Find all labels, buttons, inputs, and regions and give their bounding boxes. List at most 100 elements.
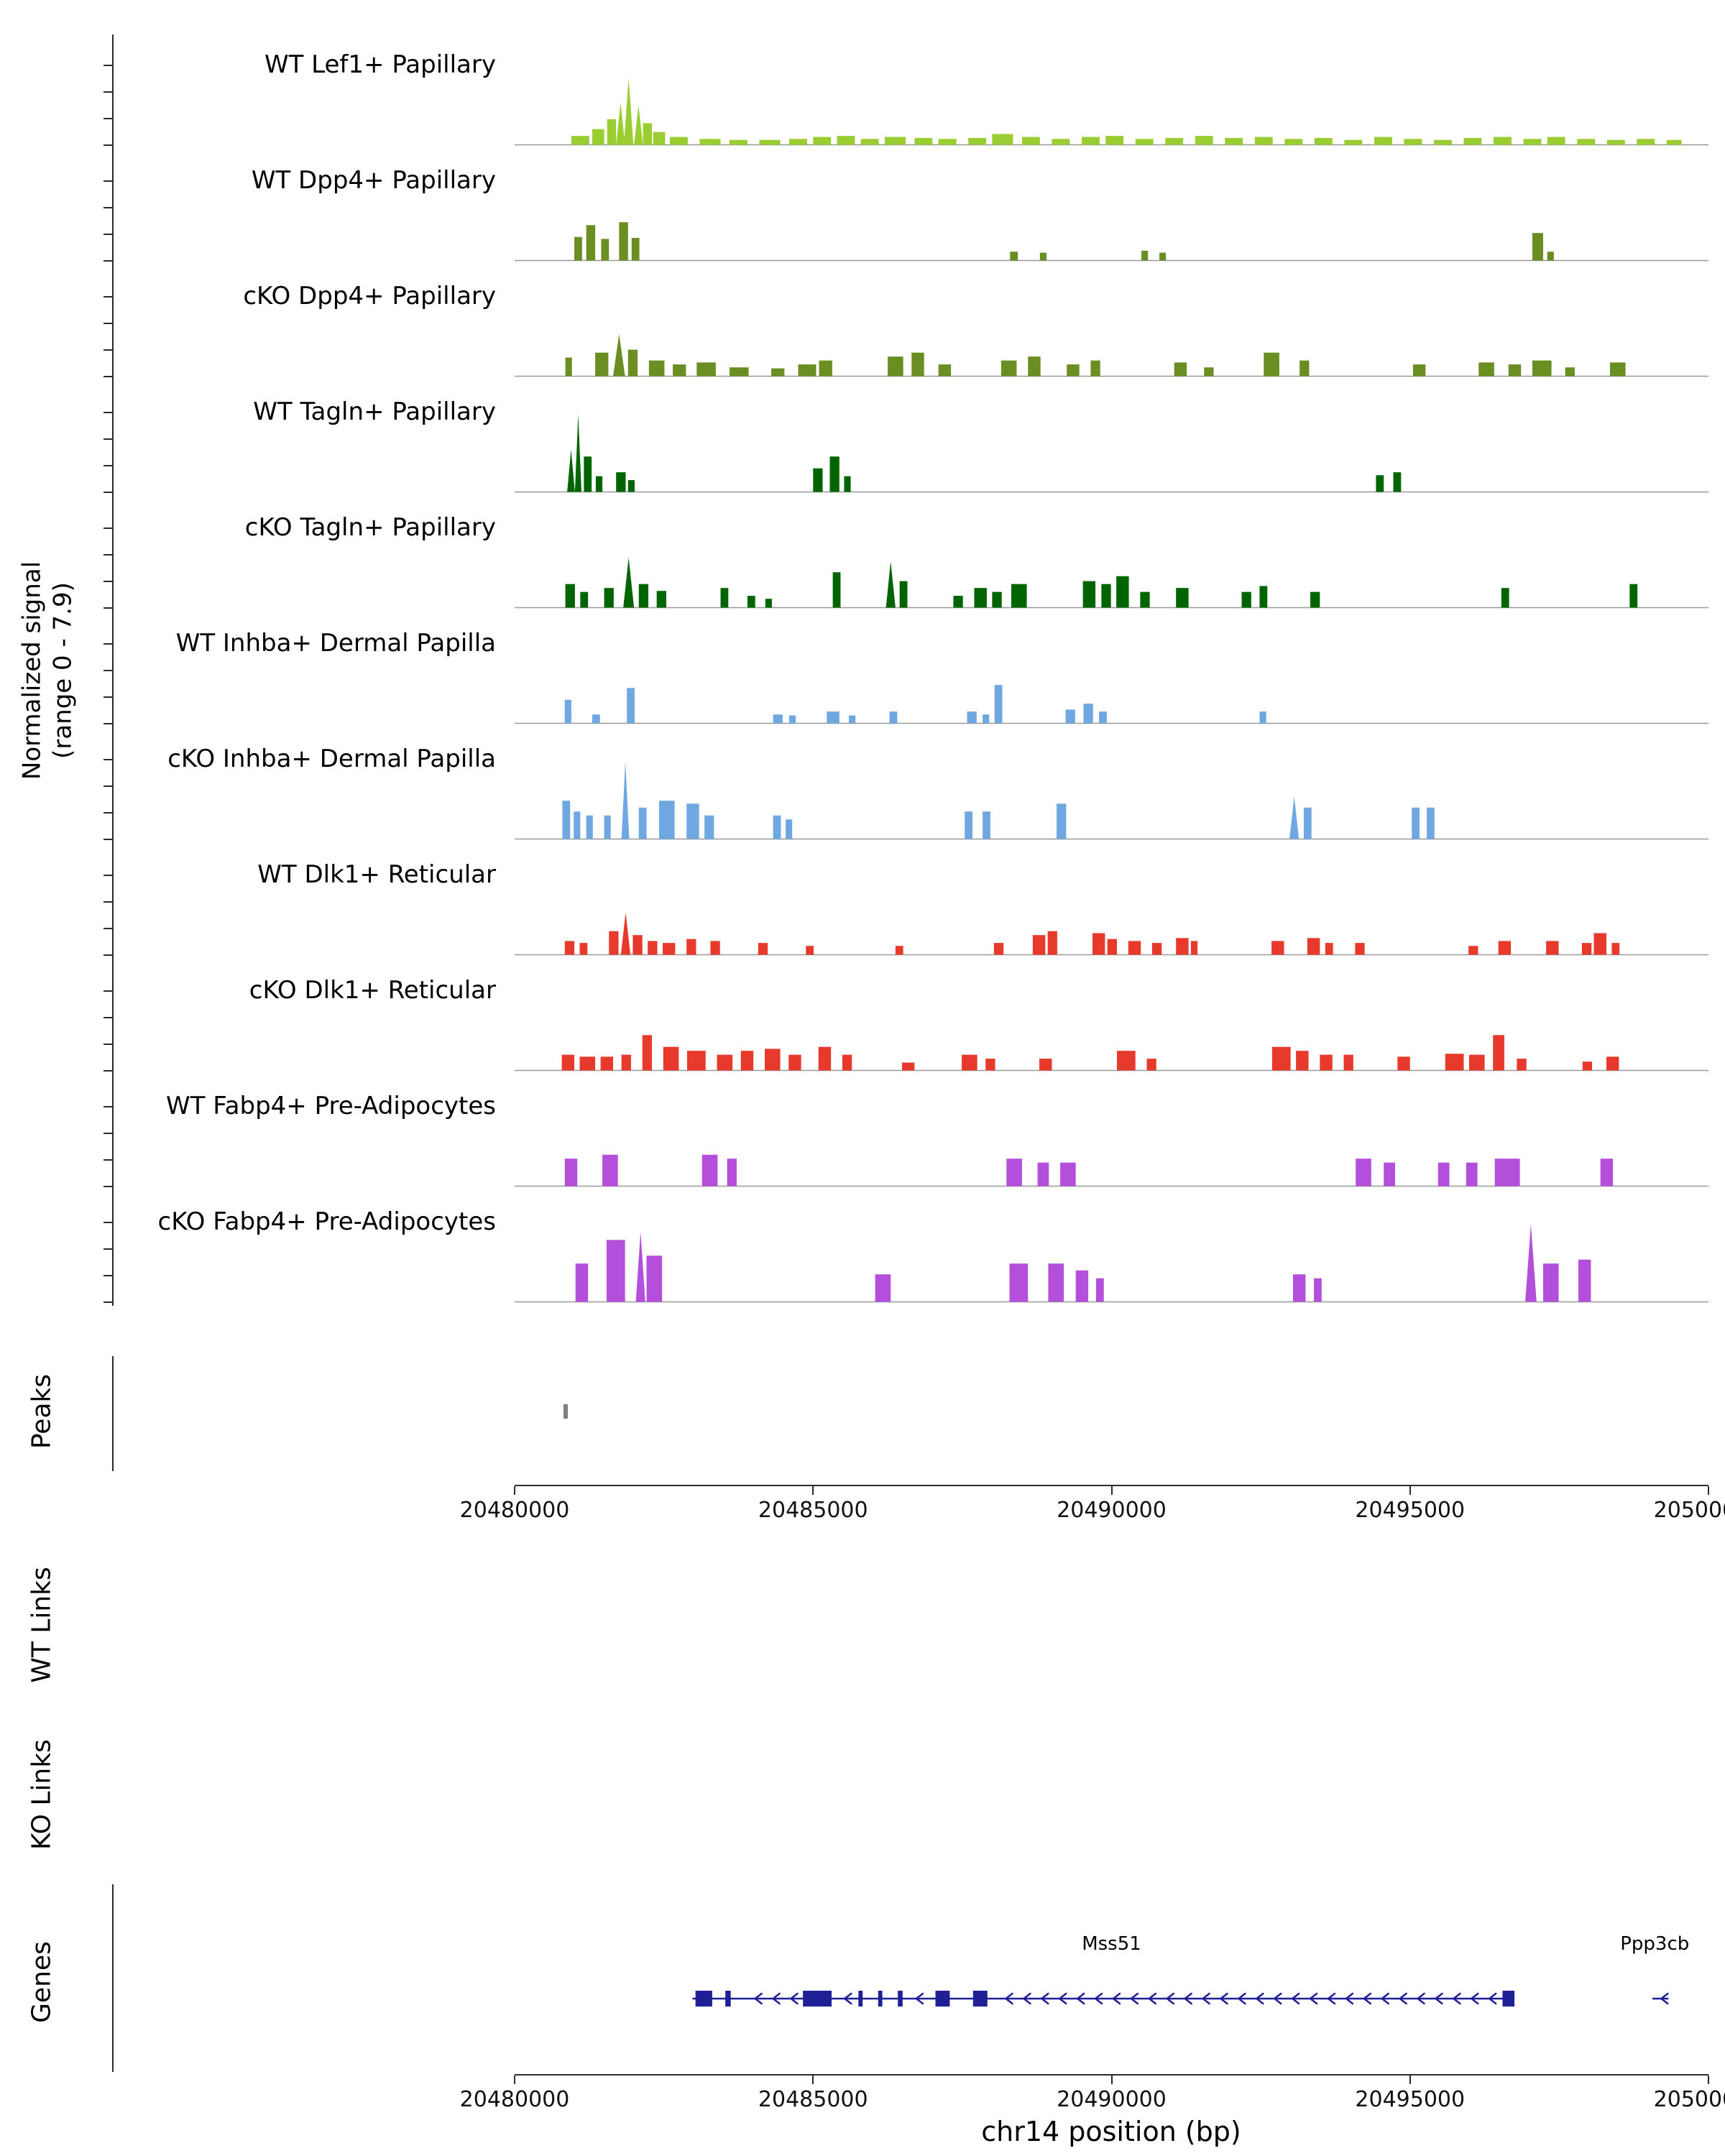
signal-bar — [1092, 933, 1105, 955]
signal-track-row: cKO Fabp4+ Pre-Adipocytes — [0, 1192, 1725, 1307]
signal-bar — [696, 362, 716, 377]
signal-bar — [1006, 1158, 1022, 1187]
signal-area — [515, 1035, 1708, 1072]
signal-bar — [643, 123, 653, 145]
gene-strand-arrow — [1201, 1992, 1210, 2005]
track-label: WT Dlk1+ Reticular — [257, 860, 496, 889]
y-axis-tick — [104, 954, 112, 956]
track-label: WT Dpp4+ Papillary — [251, 166, 496, 195]
y-axis-tick — [104, 875, 112, 876]
signal-bar — [1065, 709, 1075, 724]
signal-bar — [837, 136, 855, 145]
gene-strand-arrow — [1344, 1992, 1354, 2005]
signal-bar — [983, 714, 990, 724]
gene-strand-arrow — [914, 1992, 924, 2005]
genes-section-bracket — [112, 1884, 114, 2072]
signal-bar — [771, 368, 785, 377]
axis-tick-label: 20500000 — [1653, 2087, 1725, 2112]
gene-strand-arrow — [1219, 1992, 1228, 2005]
y-axis-tick — [104, 1302, 112, 1303]
signal-bar — [1578, 1259, 1591, 1302]
signal-bar — [1546, 941, 1559, 955]
axis-tick — [1708, 2076, 1709, 2084]
signal-bar — [765, 599, 772, 608]
signal-bar — [686, 939, 696, 955]
track-label: cKO Inhba+ Dermal Papilla — [167, 745, 496, 773]
signal-bar — [1151, 943, 1162, 955]
gene-strand-arrow — [1291, 1992, 1300, 2005]
signal-bar — [1393, 472, 1402, 492]
signal-bar — [819, 360, 832, 377]
axis-tick-label: 20500000 — [1653, 1498, 1725, 1523]
signal-bar — [1284, 139, 1303, 145]
gene-strand-arrow — [1040, 1992, 1049, 2005]
signal-bar — [983, 811, 990, 839]
signal-bar — [1128, 941, 1141, 955]
signal-bar — [1609, 362, 1626, 377]
signal-bar — [1468, 1054, 1485, 1071]
signal-bar — [1376, 475, 1384, 492]
signal-bar — [1140, 591, 1150, 608]
signal-bar — [1090, 360, 1100, 377]
signal-bar — [789, 715, 796, 724]
signal-bar — [967, 711, 977, 724]
y-axis-tick — [104, 207, 112, 208]
signal-bar — [1629, 584, 1638, 608]
signal-bar — [938, 139, 957, 145]
y-axis-tick — [104, 1070, 112, 1072]
signal-bar — [1067, 364, 1080, 377]
signal-bar — [1593, 933, 1606, 955]
signal-bar — [968, 137, 987, 145]
y-axis-tick — [104, 234, 112, 235]
y-axis-tick — [104, 180, 112, 182]
signal-bar — [1637, 139, 1655, 145]
signal-track-row: WT Dlk1+ Reticular — [0, 844, 1725, 960]
signal-bar — [1303, 807, 1312, 839]
signal-bar — [1581, 943, 1592, 955]
y-axis-tick — [104, 349, 112, 351]
y-axis-tick — [104, 438, 112, 440]
signal-bar — [1320, 1054, 1333, 1071]
signal-bar — [773, 815, 781, 839]
signal-bar — [574, 236, 582, 261]
wt-links-section-label: WT Links — [27, 1567, 57, 1683]
signal-bar — [638, 807, 647, 839]
signal-area — [515, 222, 1708, 262]
signal-bar — [1300, 360, 1310, 377]
signal-bar — [888, 356, 903, 377]
axis-tick — [1409, 2076, 1411, 2084]
signal-bar — [673, 364, 686, 377]
gene-strand-arrow — [771, 1992, 781, 2005]
signal-bar — [1532, 360, 1552, 377]
signal-bar — [1116, 576, 1129, 608]
signal-bar — [849, 715, 856, 724]
signal-bar — [1105, 136, 1124, 145]
signal-bar — [1463, 137, 1482, 145]
signal-area — [515, 557, 1708, 609]
signal-bar — [1397, 1056, 1410, 1071]
signal-bar — [1404, 139, 1422, 145]
signal-bar — [1466, 1162, 1478, 1187]
signal-bar — [884, 137, 906, 145]
signal-bar — [818, 1046, 832, 1071]
signal-bar — [1204, 367, 1214, 377]
y-axis-tick — [104, 323, 112, 324]
signal-bar — [1259, 711, 1266, 724]
signal-bar — [1176, 938, 1189, 955]
signal-bar — [717, 1054, 733, 1071]
axis-tick — [1409, 1486, 1411, 1495]
signal-bar — [648, 360, 665, 377]
signal-track-row: WT Inhba+ Dermal Papilla — [0, 613, 1725, 729]
y-axis-tick — [104, 1275, 112, 1276]
signal-bar — [1116, 1051, 1136, 1071]
axis-tick-label: 20495000 — [1355, 2087, 1466, 2112]
signal-bar — [1547, 137, 1565, 145]
signal-bar — [609, 931, 619, 955]
track-label: cKO Dpp4+ Papillary — [243, 282, 496, 310]
signal-bar — [1190, 941, 1198, 955]
gene-exon — [803, 1991, 832, 2007]
signal-bar — [565, 584, 575, 608]
y-axis-tick — [104, 528, 112, 529]
signal-track-row: WT Tagln+ Papillary — [0, 382, 1725, 497]
signal-bar — [634, 105, 643, 145]
